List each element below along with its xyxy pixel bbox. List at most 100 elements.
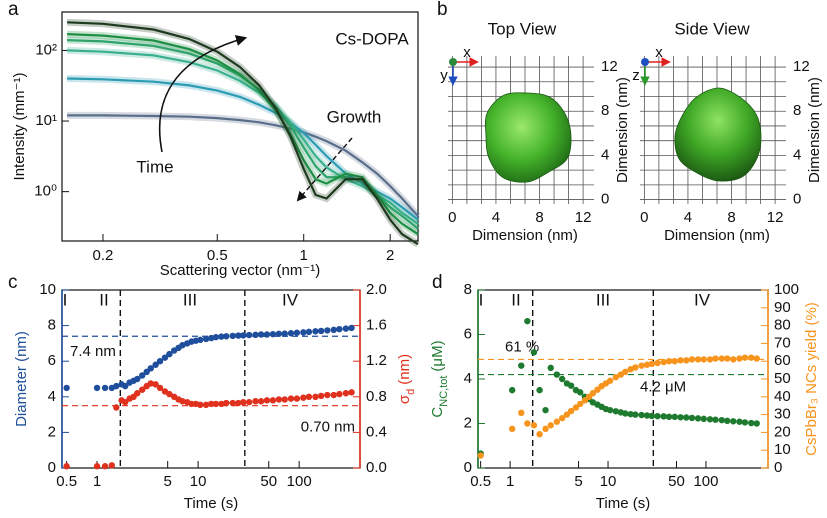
data-point — [683, 357, 689, 363]
x-tick-label: 4 — [492, 209, 500, 226]
phase-label: II — [511, 290, 520, 309]
axis-label: Dimension (nm) — [806, 77, 823, 183]
y2-tick-label: 30 — [774, 406, 791, 423]
axis-glyph-label: x — [463, 44, 471, 61]
x-tick-label: 1 — [93, 473, 101, 490]
data-point — [324, 392, 330, 398]
x-tick-label: 50 — [668, 473, 685, 490]
data-point — [719, 417, 725, 423]
axis-label: Diameter (nm) — [13, 331, 30, 427]
axis-label-part: C — [429, 407, 446, 418]
data-point — [654, 360, 660, 366]
data-point — [736, 355, 742, 361]
y2-tick-label: 20 — [774, 423, 791, 440]
data-point — [288, 395, 294, 401]
data-point — [324, 327, 330, 333]
y-tick-label: 2 — [464, 414, 472, 431]
x-axis-label: Scattering vector (nm⁻¹) — [160, 262, 320, 279]
data-point — [607, 378, 613, 384]
data-point — [542, 407, 548, 413]
data-point — [632, 364, 638, 370]
phase-label: III — [596, 290, 610, 309]
data-point — [666, 358, 672, 364]
axis-glyph-label: z — [632, 67, 640, 84]
data-point — [754, 355, 760, 361]
y-tick-label: 4 — [601, 146, 609, 163]
view-title: Top View — [488, 19, 557, 38]
data-point — [638, 412, 644, 418]
view-title: Side View — [674, 19, 750, 38]
data-point — [649, 413, 655, 419]
x-tick-label: 8 — [535, 209, 543, 226]
data-point — [300, 394, 306, 400]
data-point — [518, 410, 524, 416]
data-point — [542, 426, 548, 432]
data-point — [677, 414, 683, 420]
data-point — [213, 401, 219, 407]
data-point — [554, 371, 560, 377]
data-point — [509, 426, 515, 432]
data-point — [689, 415, 695, 421]
data-point — [63, 385, 69, 391]
x-tick-label: 0.2 — [93, 247, 114, 264]
data-point — [707, 416, 713, 422]
y2-tick-label: 90 — [774, 299, 791, 316]
annotation: Growth — [327, 107, 382, 126]
data-point — [318, 328, 324, 334]
axis-label-part: Dimension (nm) — [614, 77, 631, 183]
data-point — [548, 365, 554, 371]
y-tick-label: 0 — [793, 191, 801, 208]
data-point — [213, 334, 219, 340]
y2-tick-label: 0 — [774, 459, 782, 476]
y2-tick-label: 60 — [774, 352, 791, 369]
data-point — [536, 431, 542, 437]
data-point — [701, 356, 707, 362]
phase-label: I — [63, 290, 68, 309]
data-point — [559, 376, 565, 382]
data-point — [748, 420, 754, 426]
data-point — [701, 416, 707, 422]
data-point — [531, 349, 537, 355]
data-point — [548, 422, 554, 428]
data-point — [736, 419, 742, 425]
data-point — [282, 330, 288, 336]
annotation: Time — [136, 157, 173, 176]
saxs-curve — [67, 34, 418, 234]
axis-label-part: Dimension (nm) — [806, 77, 823, 183]
data-point — [252, 398, 258, 404]
data-point — [536, 387, 542, 393]
data-point — [197, 402, 203, 408]
data-point — [742, 419, 748, 425]
saxs-curve — [67, 115, 418, 216]
x-tick-label: 0 — [640, 209, 648, 226]
x-tick-label: 5 — [574, 473, 582, 490]
phase-label: II — [99, 290, 108, 309]
data-point — [524, 420, 530, 426]
data-point — [276, 396, 282, 402]
data-point — [707, 356, 713, 362]
data-point — [730, 418, 736, 424]
data-point — [306, 394, 312, 400]
data-point — [348, 325, 354, 331]
axis-origin — [449, 58, 457, 66]
data-point — [638, 362, 644, 368]
data-point — [331, 392, 337, 398]
data-point — [607, 407, 613, 413]
y-tick-label: 6 — [464, 325, 472, 342]
y-tick-label: 8 — [464, 281, 472, 298]
data-point — [695, 356, 701, 362]
axis-glyph-label: y — [440, 67, 448, 84]
data-point — [270, 331, 276, 337]
x-axis-label: Time (s) — [184, 495, 238, 512]
axis-label-part: CsPbBr₃ NCs yield (%) — [803, 302, 820, 456]
y2-tick-label: 70 — [774, 334, 791, 351]
data-point — [223, 400, 229, 406]
y-tick-label: 4 — [464, 370, 472, 387]
data-point — [724, 418, 730, 424]
data-point — [742, 354, 748, 360]
x-tick-label: 2 — [386, 247, 394, 264]
panel-letter: a — [8, 0, 19, 20]
data-point — [509, 387, 515, 393]
data-point — [654, 413, 660, 419]
y-tick-label: 0 — [48, 459, 56, 476]
